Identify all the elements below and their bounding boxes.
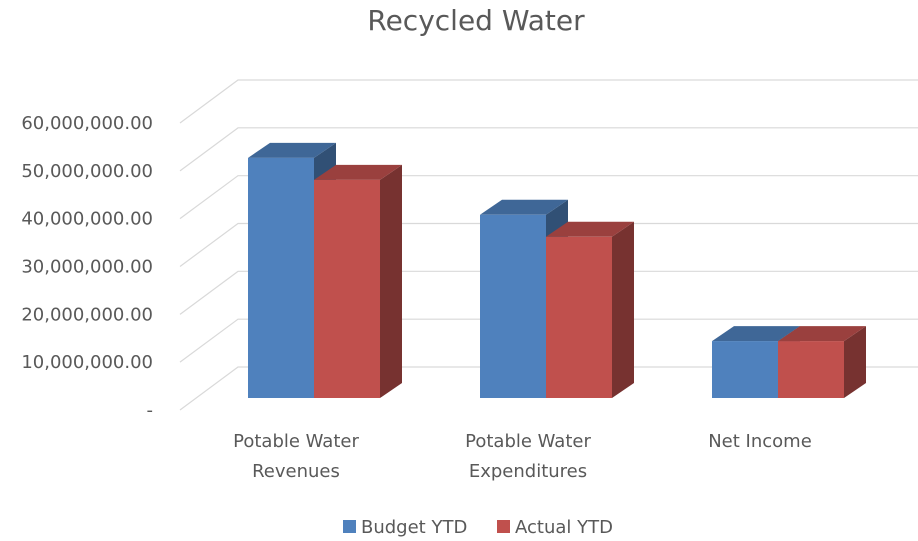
bar [248,157,314,398]
bar-top [480,199,568,215]
legend-swatch [497,520,510,533]
grid-line [179,222,918,267]
bar-top [712,326,800,342]
bar-side [380,164,402,398]
x-tick-label: Expenditures [469,461,587,482]
legend-label: Actual YTD [515,517,613,538]
y-tick-label: 60,000,000.00 [21,113,153,134]
bar-top [248,142,336,158]
y-tick-label: 10,000,000.00 [21,352,153,373]
grid-line [179,270,918,315]
bar-top [314,164,402,180]
bar [480,214,546,398]
bar [778,341,844,398]
grid-line [179,127,918,172]
bar [314,179,380,398]
x-tick-label: Potable Water [465,431,591,452]
x-tick-label: Revenues [252,461,340,482]
y-tick-label: 30,000,000.00 [21,257,153,278]
grid-line [179,318,918,363]
x-tick-label: Net Income [708,431,812,452]
legend-swatch [343,520,356,533]
grid-line [179,366,918,411]
grid-line [179,175,918,220]
y-tick-label: 20,000,000.00 [21,304,153,325]
y-tick-label: 50,000,000.00 [21,161,153,182]
y-tick-label: - [147,400,154,421]
bar-side [844,326,866,398]
bar-side [612,221,634,398]
y-tick-label: 40,000,000.00 [21,209,153,230]
x-tick-label: Potable Water [233,431,359,452]
bar [712,341,778,398]
bar-top [778,326,866,342]
bar-top [546,221,634,237]
chart-title: Recycled Water [367,4,585,37]
legend-label: Budget YTD [361,517,467,538]
grid-line [179,79,918,124]
bar [546,236,612,398]
